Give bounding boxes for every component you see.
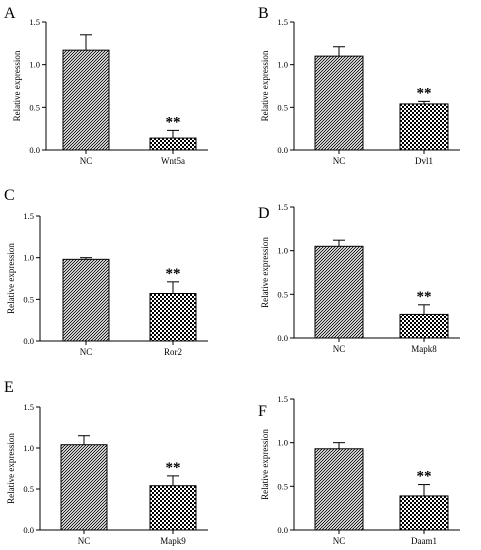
category-label: Wnt5a	[161, 156, 185, 166]
chart-panel-c: C 0.0 0.5 1.0 1.5 Relative expression NC ** Ror2	[4, 187, 208, 357]
y-tick-label: 1.5	[277, 17, 288, 27]
y-axis-label: Relative expression	[6, 243, 16, 314]
y-tick-label: 0.0	[277, 333, 288, 343]
bar-wnt5a	[149, 137, 197, 151]
y-tick-label: 0.5	[23, 294, 34, 304]
bar-nc	[314, 55, 364, 151]
category-label: NC	[78, 536, 91, 546]
significance-marker: **	[166, 266, 181, 282]
y-tick-label: 1.0	[23, 253, 34, 263]
y-tick-label: 1.0	[277, 246, 288, 256]
bar-mapk8	[399, 313, 449, 339]
chart-panel-a: A 0.0 0.5 1.0 1.5 Relative expression NC ** Wnt5…	[4, 5, 208, 166]
chart-panel-e: E 0.0 0.5 1.0 1.5 Relative expression NC ** Mapk…	[4, 379, 208, 546]
y-tick-label: 0.0	[277, 525, 288, 535]
significance-marker: **	[417, 469, 432, 485]
chart-panel-d: D 0.0 0.5 1.0 1.5 Relative expression NC ** Mapk…	[258, 202, 460, 354]
category-label: Mapk9	[160, 536, 186, 546]
y-tick-label: 1.5	[23, 402, 34, 412]
panel-letter: B	[258, 5, 269, 22]
bar-ror2	[149, 293, 197, 342]
significance-marker: **	[166, 114, 181, 130]
category-label: Dvl1	[415, 156, 433, 166]
bar-nc	[62, 49, 110, 151]
significance-marker: **	[166, 460, 181, 476]
bar-nc	[62, 258, 110, 342]
y-tick-label: 0.5	[277, 289, 288, 299]
y-tick-label: 1.5	[277, 202, 288, 212]
y-tick-label: 0.5	[277, 102, 288, 112]
panel-letter: D	[258, 205, 270, 222]
bar-nc	[314, 245, 364, 339]
bar-daam1	[399, 495, 449, 531]
chart-panel-b: B 0.0 0.5 1.0 1.5 Relative expression NC ** Dvl1	[258, 5, 460, 166]
panel-letter: A	[4, 5, 16, 22]
category-label: NC	[333, 344, 346, 354]
y-tick-label: 0.5	[277, 481, 288, 491]
category-label: NC	[333, 536, 346, 546]
y-tick-label: 0.5	[23, 484, 34, 494]
category-label: NC	[80, 156, 93, 166]
chart-panel-f: F 0.0 0.5 1.0 1.5 Relative expression NC ** Daam…	[258, 394, 460, 546]
bar-dvl1	[399, 103, 449, 151]
panel-letter: F	[258, 403, 267, 420]
y-tick-label: 0.0	[277, 145, 288, 155]
category-label: NC	[333, 156, 346, 166]
y-axis-label: Relative expression	[260, 237, 270, 308]
y-tick-label: 1.0	[23, 443, 34, 453]
y-tick-label: 0.0	[23, 336, 34, 346]
y-tick-label: 1.5	[29, 17, 40, 27]
panel-letter: E	[4, 379, 14, 396]
bar-mapk9	[149, 485, 197, 531]
significance-marker: **	[417, 85, 432, 101]
bar-nc	[60, 444, 108, 531]
y-tick-label: 1.0	[29, 60, 40, 70]
y-tick-label: 1.5	[23, 211, 34, 221]
y-axis-label: Relative expression	[260, 429, 270, 500]
y-axis-label: Relative expression	[260, 50, 270, 121]
y-tick-label: 1.0	[277, 60, 288, 70]
y-tick-label: 0.0	[29, 145, 40, 155]
category-label: NC	[80, 347, 93, 357]
y-axis-label: Relative expression	[12, 50, 22, 121]
category-label: Mapk8	[411, 344, 437, 354]
y-tick-label: 0.0	[23, 525, 34, 535]
category-label: Daam1	[411, 536, 437, 546]
panel-letter: C	[4, 187, 15, 204]
y-axis-label: Relative expression	[6, 433, 16, 504]
y-tick-label: 1.5	[277, 394, 288, 404]
bar-nc	[314, 448, 364, 531]
significance-marker: **	[417, 289, 432, 305]
y-tick-label: 0.5	[29, 102, 40, 112]
category-label: Ror2	[164, 347, 182, 357]
y-tick-label: 1.0	[277, 438, 288, 448]
